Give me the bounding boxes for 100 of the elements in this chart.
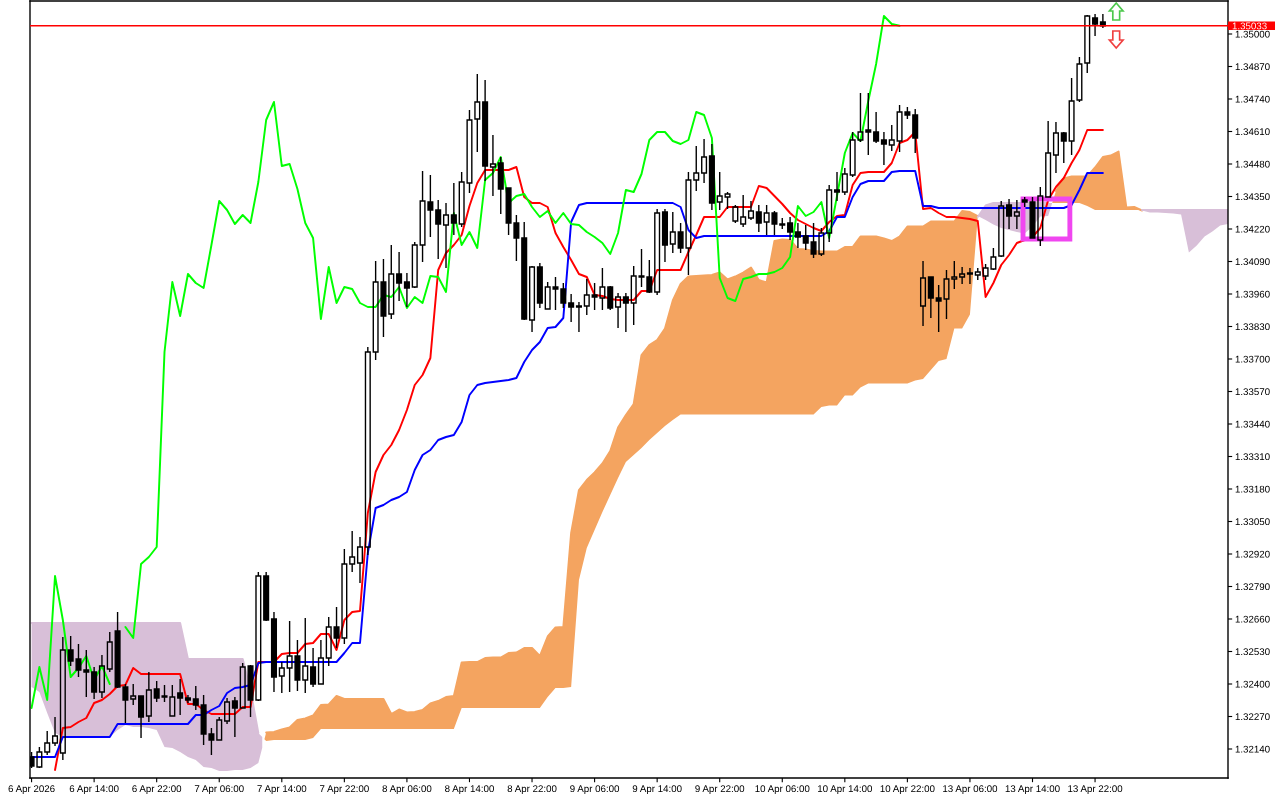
candlestick: [130, 683, 137, 706]
candlestick: [802, 224, 809, 251]
candlestick: [403, 272, 410, 308]
y-tick-label: 1.34090: [1235, 258, 1270, 266]
candlestick: [91, 666, 98, 700]
candlestick: [583, 278, 590, 316]
candlestick: [615, 292, 622, 329]
candlestick: [263, 571, 270, 622]
candlestick: [489, 134, 496, 197]
x-tick-label: 7 Apr 14:00: [257, 785, 307, 795]
y-tick-label: 1.34350: [1235, 193, 1270, 201]
y-tick-label: 1.32660: [1235, 615, 1270, 623]
candlestick: [356, 536, 364, 584]
candlestick: [661, 208, 669, 263]
candlestick: [708, 143, 715, 211]
candlestick: [278, 661, 285, 694]
y-tick-label: 1.34740: [1235, 95, 1270, 103]
candlestick: [482, 79, 489, 182]
candlestick: [177, 678, 184, 716]
candlestick: [1006, 198, 1013, 230]
y-tick-label: 1.33700: [1235, 355, 1270, 363]
x-tick-label: 9 Apr 14:00: [632, 785, 682, 795]
candlestick: [310, 647, 317, 688]
candlestick: [787, 216, 794, 241]
candlestick: [44, 730, 51, 756]
candlestick: [1013, 199, 1020, 230]
candlestick: [497, 156, 504, 215]
candlestick: [826, 184, 833, 243]
candlestick: [747, 200, 755, 221]
candlestick: [364, 346, 371, 556]
candlestick: [575, 301, 582, 333]
candlestick: [138, 695, 145, 739]
x-tick-label: 9 Apr 06:00: [570, 785, 620, 795]
candlestick: [98, 654, 105, 699]
x-tick-label: 7 Apr 06:00: [194, 785, 244, 795]
x-tick-label: 8 Apr 22:00: [507, 785, 557, 795]
y-tick-label: 1.32270: [1235, 713, 1270, 721]
candlestick: [927, 276, 934, 319]
y-tick-label: 1.33050: [1235, 518, 1270, 526]
y-tick-label: 1.33310: [1235, 453, 1270, 461]
candlestick: [622, 292, 629, 333]
y-tick-label: 1.35000: [1235, 30, 1270, 38]
y-tick-label: 1.33440: [1235, 420, 1270, 428]
y-tick-label: 1.34480: [1235, 160, 1270, 168]
x-tick-label: 13 Apr 06:00: [943, 785, 998, 795]
candlestick: [888, 124, 895, 152]
y-tick-label: 1.32790: [1235, 583, 1270, 591]
candlestick: [755, 204, 762, 233]
y-tick-label: 1.34870: [1235, 63, 1270, 71]
candlestick: [833, 171, 841, 202]
candlestick: [794, 222, 801, 249]
candlestick: [224, 697, 231, 725]
candlestick: [349, 530, 356, 573]
candlestick: [912, 108, 919, 154]
x-tick-label: 6 Apr 14:00: [69, 785, 119, 795]
y-tick-label: 1.33180: [1235, 485, 1270, 493]
candlestick: [231, 696, 238, 738]
candlestick: [732, 204, 739, 224]
candlestick: [536, 262, 543, 309]
candlestick: [693, 145, 700, 192]
y-tick-label: 1.32140: [1235, 745, 1270, 753]
candlestick: [192, 685, 199, 711]
candlestick: [779, 217, 786, 230]
x-tick-label: 8 Apr 14:00: [445, 785, 494, 795]
candlestick: [442, 202, 450, 269]
candlestick: [521, 221, 528, 321]
candlestick: [654, 208, 661, 296]
candlestick: [1092, 13, 1099, 37]
x-tick-label: 8 Apr 06:00: [382, 785, 432, 795]
candlestick: [974, 267, 981, 281]
x-tick-label: 6 Apr 2026: [8, 785, 55, 795]
candlestick: [216, 716, 223, 741]
y-tick-label: 1.34220: [1235, 225, 1270, 233]
candlestick: [51, 716, 59, 747]
candlestick: [841, 167, 848, 196]
y-tick-label: 1.32530: [1235, 648, 1270, 656]
candlestick: [607, 285, 614, 311]
y-tick-label: 1.34610: [1235, 128, 1270, 136]
candlestick: [1052, 121, 1060, 174]
candlestick: [396, 251, 403, 302]
candlestick: [106, 631, 113, 673]
candlestick: [1045, 120, 1052, 198]
candlestick: [568, 293, 575, 323]
candlestick: [873, 111, 880, 144]
candlestick: [435, 199, 442, 260]
x-tick-label: 10 Apr 06:00: [755, 785, 810, 795]
candlestick: [1084, 14, 1091, 74]
candlestick: [59, 636, 66, 761]
x-tick-label: 6 Apr 22:00: [132, 785, 182, 795]
candlestick: [317, 639, 324, 685]
candlestick: [411, 241, 418, 289]
candlestick: [1060, 131, 1067, 164]
y-tick-label: 1.33960: [1235, 290, 1270, 298]
x-tick-label: 9 Apr 22:00: [695, 785, 745, 795]
candlestick: [959, 266, 966, 285]
y-tick-label: 1.33830: [1235, 323, 1270, 331]
candlestick: [669, 211, 676, 254]
y-tick-label: 1.32920: [1235, 550, 1270, 558]
candlestick: [880, 131, 887, 166]
x-tick-label: 10 Apr 14:00: [818, 785, 873, 795]
